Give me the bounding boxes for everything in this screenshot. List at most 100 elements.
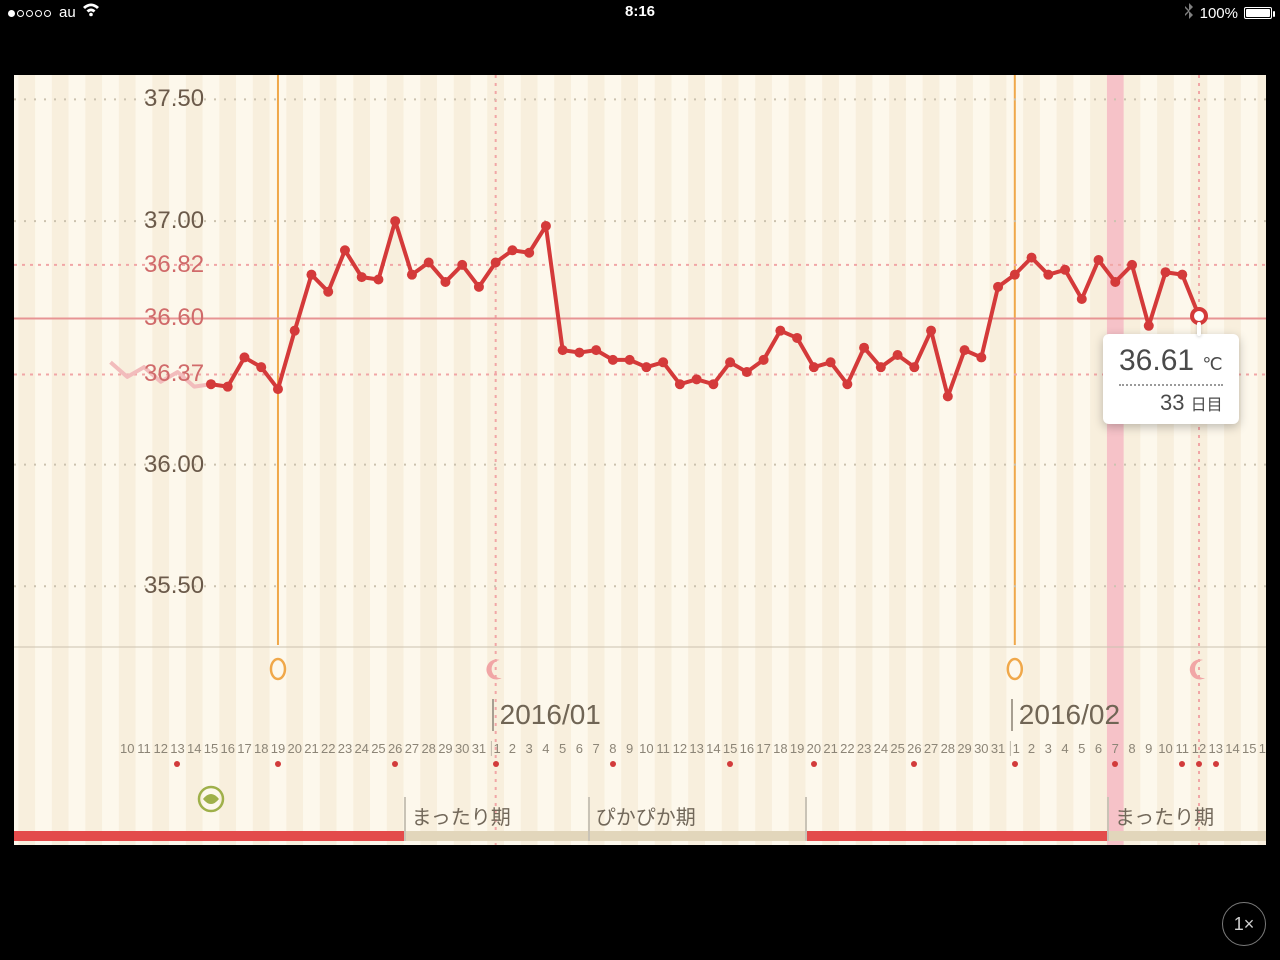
day-number: 11 <box>137 741 151 756</box>
battery-icon <box>1244 7 1272 19</box>
day-number: 16 <box>740 741 754 756</box>
day-number: 2 <box>509 741 516 756</box>
day-number: 10 <box>1158 741 1172 756</box>
day-number: 20 <box>287 741 301 756</box>
day-number: 12 <box>673 741 687 756</box>
day-number: 12 <box>1192 741 1206 756</box>
day-number: 21 <box>823 741 837 756</box>
day-number: 10 <box>639 741 653 756</box>
status-bar: au 8:16 100% <box>0 0 1280 24</box>
event-dot <box>174 761 180 767</box>
day-number: 28 <box>421 741 435 756</box>
day-number: 7 <box>1112 741 1119 756</box>
carrier-label: au <box>59 4 76 21</box>
day-number: 14 <box>1225 741 1239 756</box>
value-tooltip: 36.61 ℃ 33 日目 <box>1103 334 1239 424</box>
day-number: 18 <box>254 741 268 756</box>
day-number: 22 <box>321 741 335 756</box>
day-number: 16 <box>220 741 234 756</box>
day-number: 3 <box>526 741 533 756</box>
event-dot <box>1179 761 1185 767</box>
day-number: 12 <box>154 741 168 756</box>
day-number: 27 <box>924 741 938 756</box>
day-number: 29 <box>957 741 971 756</box>
month-label: 2016/02 <box>1019 699 1120 731</box>
day-number: 20 <box>807 741 821 756</box>
day-number: 31 <box>991 741 1005 756</box>
event-dot <box>811 761 817 767</box>
day-number: 8 <box>609 741 616 756</box>
battery-pct: 100% <box>1200 5 1238 22</box>
event-dot <box>1012 761 1018 767</box>
day-number: 9 <box>626 741 633 756</box>
day-number: 10 <box>120 741 134 756</box>
phase-label: まったり期 <box>412 801 511 830</box>
day-number: 3 <box>1045 741 1052 756</box>
phase-segment <box>588 831 806 841</box>
day-number: 18 <box>773 741 787 756</box>
event-dot <box>1213 761 1219 767</box>
day-number: 9 <box>1145 741 1152 756</box>
day-number: 19 <box>271 741 285 756</box>
day-number: 1 <box>1010 741 1020 756</box>
tooltip-day: 33 <box>1160 390 1184 415</box>
event-dot <box>392 761 398 767</box>
day-number: 23 <box>857 741 871 756</box>
day-number: 25 <box>371 741 385 756</box>
tooltip-unit: ℃ <box>1202 354 1222 374</box>
day-number: 2 <box>1028 741 1035 756</box>
day-number: 8 <box>1128 741 1135 756</box>
day-number: 22 <box>840 741 854 756</box>
day-number: 5 <box>559 741 566 756</box>
day-number: 15 <box>204 741 218 756</box>
phase-segment <box>404 831 588 841</box>
day-number: 17 <box>756 741 770 756</box>
day-number: 27 <box>405 741 419 756</box>
zoom-button[interactable]: 1× <box>1222 902 1266 946</box>
day-number: 17 <box>237 741 251 756</box>
day-number: 14 <box>706 741 720 756</box>
event-dot <box>493 761 499 767</box>
day-number: 4 <box>542 741 549 756</box>
day-number: 1 <box>491 741 501 756</box>
bluetooth-icon <box>1184 3 1194 23</box>
day-number: 16 <box>1259 741 1266 756</box>
signal-dots <box>8 4 53 21</box>
day-number: 24 <box>354 741 368 756</box>
bbt-chart[interactable]: 35.5036.0037.0037.5036.3736.8236.602016/… <box>14 75 1266 845</box>
phase-label: まったり期 <box>1115 801 1214 830</box>
day-number: 6 <box>1095 741 1102 756</box>
wifi-icon <box>82 3 100 21</box>
day-number: 6 <box>576 741 583 756</box>
day-number: 13 <box>1209 741 1223 756</box>
day-number: 15 <box>723 741 737 756</box>
day-number: 11 <box>656 741 670 756</box>
phase-segment <box>1107 831 1266 841</box>
day-number: 29 <box>438 741 452 756</box>
day-number: 15 <box>1242 741 1256 756</box>
day-number: 24 <box>874 741 888 756</box>
day-number: 5 <box>1078 741 1085 756</box>
day-number: 28 <box>941 741 955 756</box>
event-dot <box>911 761 917 767</box>
tooltip-value: 36.61 <box>1119 344 1194 377</box>
event-dot <box>1112 761 1118 767</box>
day-number: 4 <box>1061 741 1068 756</box>
tooltip-day-unit: 日目 <box>1191 397 1223 414</box>
phase-label: ぴかぴか期 <box>596 801 696 830</box>
event-dot <box>275 761 281 767</box>
day-number: 30 <box>455 741 469 756</box>
event-dot <box>727 761 733 767</box>
day-number: 13 <box>689 741 703 756</box>
month-label: 2016/01 <box>500 699 601 731</box>
phase-segment <box>14 831 404 841</box>
day-number: 11 <box>1176 741 1190 756</box>
day-number: 31 <box>472 741 486 756</box>
clock: 8:16 <box>625 3 655 20</box>
day-number: 23 <box>338 741 352 756</box>
zoom-label: 1× <box>1234 914 1255 935</box>
day-number: 13 <box>170 741 184 756</box>
day-number: 21 <box>304 741 318 756</box>
day-number: 26 <box>388 741 402 756</box>
phase-segment <box>805 831 1106 841</box>
